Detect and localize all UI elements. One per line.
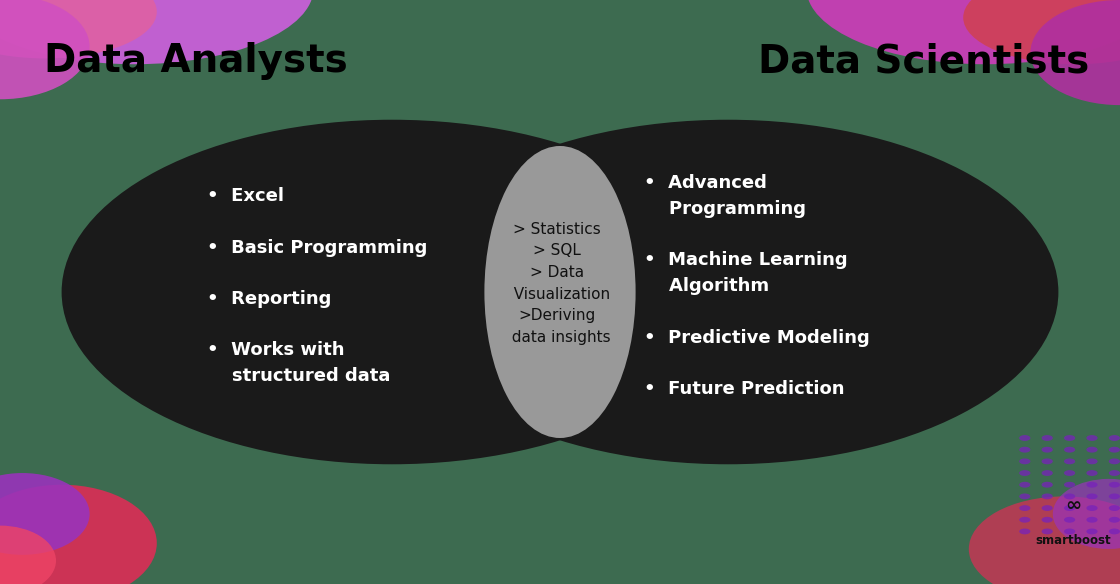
Text: ∞: ∞ — [1065, 496, 1081, 515]
Circle shape — [1042, 493, 1053, 499]
Text: •  Excel

•  Basic Programming

•  Reporting

•  Works with
    structured data: • Excel • Basic Programming • Reporting … — [207, 187, 428, 385]
Circle shape — [1042, 435, 1053, 441]
Circle shape — [1042, 470, 1053, 476]
Circle shape — [1086, 517, 1098, 523]
Circle shape — [1019, 482, 1030, 488]
Ellipse shape — [1053, 479, 1120, 549]
Circle shape — [1064, 470, 1075, 476]
Ellipse shape — [484, 146, 636, 438]
Circle shape — [1042, 529, 1053, 534]
Text: Data Analysts: Data Analysts — [44, 42, 348, 81]
Circle shape — [1086, 493, 1098, 499]
Ellipse shape — [806, 0, 1120, 64]
Circle shape — [1086, 482, 1098, 488]
Circle shape — [1086, 505, 1098, 511]
Ellipse shape — [963, 0, 1120, 64]
Circle shape — [1019, 517, 1030, 523]
Ellipse shape — [969, 496, 1120, 584]
Circle shape — [1019, 505, 1030, 511]
Circle shape — [1064, 482, 1075, 488]
Ellipse shape — [0, 0, 157, 58]
Circle shape — [1019, 470, 1030, 476]
Ellipse shape — [0, 0, 90, 99]
Circle shape — [1109, 493, 1120, 499]
Circle shape — [1064, 493, 1075, 499]
Text: smartboost: smartboost — [1035, 534, 1111, 547]
Circle shape — [1086, 435, 1098, 441]
Circle shape — [1109, 470, 1120, 476]
Circle shape — [398, 120, 1058, 464]
Circle shape — [1064, 517, 1075, 523]
Circle shape — [1042, 482, 1053, 488]
Circle shape — [1042, 505, 1053, 511]
Circle shape — [1064, 458, 1075, 464]
Circle shape — [1064, 435, 1075, 441]
Circle shape — [1042, 458, 1053, 464]
Circle shape — [1019, 493, 1030, 499]
Ellipse shape — [0, 485, 157, 584]
Text: •  Advanced
    Programming

•  Machine Learning
    Algorithm

•  Predictive Mo: • Advanced Programming • Machine Learnin… — [644, 175, 870, 398]
Circle shape — [1086, 529, 1098, 534]
Circle shape — [1086, 470, 1098, 476]
Text: Data Scientists: Data Scientists — [758, 42, 1090, 81]
Circle shape — [1086, 458, 1098, 464]
Circle shape — [1019, 447, 1030, 453]
Circle shape — [1019, 458, 1030, 464]
Ellipse shape — [0, 526, 56, 584]
Circle shape — [1064, 529, 1075, 534]
Circle shape — [1064, 505, 1075, 511]
Circle shape — [1109, 447, 1120, 453]
Circle shape — [1042, 447, 1053, 453]
Ellipse shape — [0, 0, 314, 64]
Circle shape — [1064, 447, 1075, 453]
Circle shape — [1109, 458, 1120, 464]
Circle shape — [1086, 447, 1098, 453]
Circle shape — [1019, 435, 1030, 441]
Circle shape — [1109, 482, 1120, 488]
Circle shape — [1019, 529, 1030, 534]
Circle shape — [1109, 435, 1120, 441]
Text: > Statistics
> SQL
> Data
  Visualization
>Deriving
  data insights: > Statistics > SQL > Data Visualization … — [503, 222, 610, 345]
Circle shape — [1109, 505, 1120, 511]
Circle shape — [1109, 517, 1120, 523]
Circle shape — [1042, 517, 1053, 523]
Ellipse shape — [0, 473, 90, 555]
Circle shape — [1109, 529, 1120, 534]
Circle shape — [62, 120, 722, 464]
Ellipse shape — [1030, 0, 1120, 105]
